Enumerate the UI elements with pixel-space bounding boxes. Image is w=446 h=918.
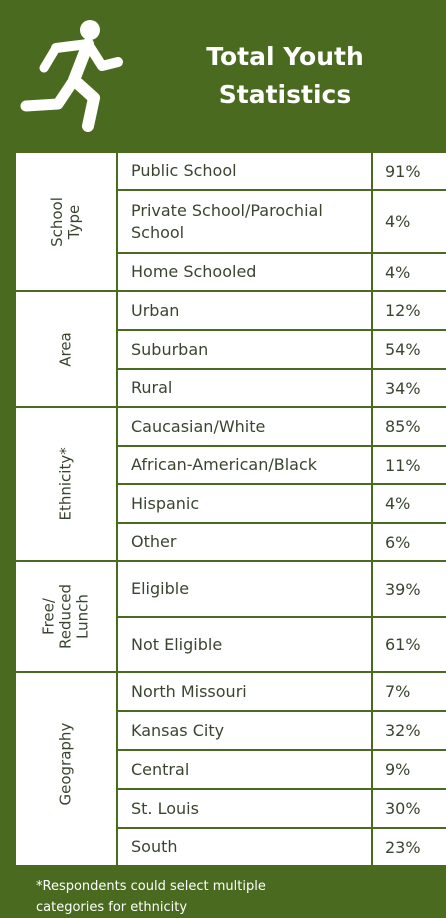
row-label: Kansas City <box>117 711 372 750</box>
row-label: South <box>117 828 372 866</box>
row-label: Home Schooled <box>117 253 372 291</box>
group-label: School Type <box>15 152 117 291</box>
group-label: Free/ Reduced Lunch <box>15 561 117 672</box>
row-value: 91% <box>372 152 446 190</box>
row-label: Suburban <box>117 330 372 369</box>
title: Total Youth Statistics <box>206 42 364 109</box>
group-label-text: School Type <box>48 196 83 247</box>
row-value: 61% <box>372 617 446 672</box>
row-value: 54% <box>372 330 446 369</box>
row-label: Caucasian/White <box>117 407 372 446</box>
row-label: Eligible <box>117 561 372 617</box>
row-value: 9% <box>372 750 446 789</box>
row-value: 23% <box>372 828 446 866</box>
row-value: 30% <box>372 789 446 828</box>
group-label-text: Geography <box>56 722 75 805</box>
row-label: North Missouri <box>117 672 372 711</box>
group-label: Geography <box>15 672 117 866</box>
group-label-text: Ethnicity* <box>56 446 75 520</box>
row-label: Other <box>117 523 372 561</box>
row-label: Not Eligible <box>117 617 372 672</box>
row-label: Hispanic <box>117 484 372 523</box>
row-label: Urban <box>117 291 372 330</box>
row-value: 11% <box>372 446 446 484</box>
row-value: 4% <box>372 190 446 253</box>
row-label: African-American/Black <box>117 446 372 484</box>
row-label: St. Louis <box>117 789 372 828</box>
group-label: Ethnicity* <box>15 407 117 561</box>
row-label: Private School/Parochial School <box>117 190 372 253</box>
row-value: 32% <box>372 711 446 750</box>
group-label-text: Area <box>56 331 75 367</box>
row-value: 4% <box>372 253 446 291</box>
row-value: 6% <box>372 523 446 561</box>
group-label-text: Free/ Reduced Lunch <box>39 584 92 650</box>
group-label: Area <box>15 291 117 407</box>
row-value: 7% <box>372 672 446 711</box>
row-value: 34% <box>372 369 446 407</box>
row-value: 4% <box>372 484 446 523</box>
row-value: 12% <box>372 291 446 330</box>
row-value: 39% <box>372 561 446 617</box>
row-label: Public School <box>117 152 372 190</box>
footnote: *Respondents could select multiple categ… <box>36 879 266 915</box>
runner-icon <box>20 20 123 132</box>
row-value: 85% <box>372 407 446 446</box>
row-label: Central <box>117 750 372 789</box>
row-label: Rural <box>117 369 372 407</box>
